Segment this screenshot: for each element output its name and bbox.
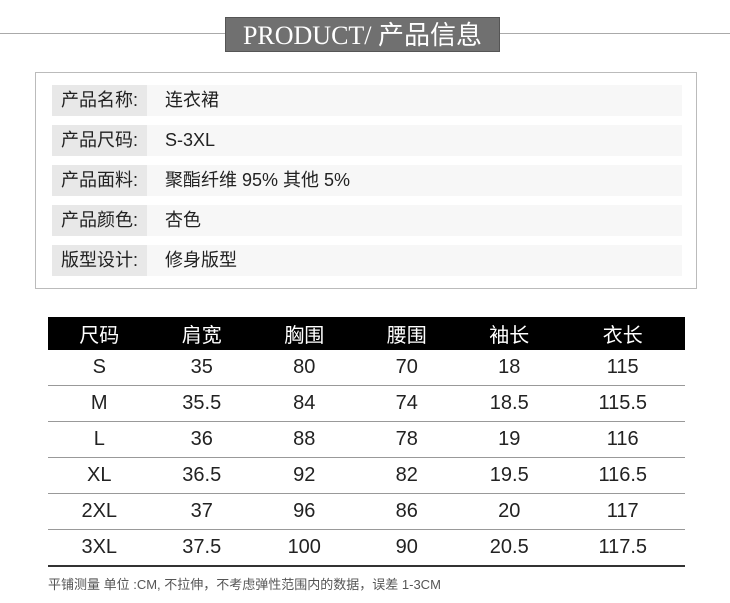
table-cell: 20 [458,493,561,530]
table-cell: 92 [253,457,356,494]
table-cell: 35.5 [150,385,253,422]
table-row: 3XL 37.5 100 90 20.5 117.5 [48,529,685,567]
measurement-note: 平铺测量 单位 :CM, 不拉伸，不考虑弹性范围内的数据，误差 1-3CM [48,577,441,592]
table-cell: 37 [150,493,253,530]
table-cell: 35 [150,350,253,386]
table-cell: 18 [458,350,561,386]
info-label: 产品尺码: [52,125,147,156]
table-cell: 20.5 [458,529,561,567]
info-value: 连衣裙 [165,90,219,110]
info-row: 产品颜色: 杏色 [52,205,682,236]
table-cell: 96 [253,493,356,530]
table-cell: 90 [355,529,458,567]
section-title: PRODUCT/ 产品信息 [225,17,500,52]
column-header: 胸围 [253,317,356,350]
table-cell: L [48,421,151,458]
table-row: S 35 80 70 18 115 [48,350,685,386]
table-row: 2XL 37 96 86 20 117 [48,493,685,530]
table-cell: XL [48,457,151,494]
table-cell: 80 [253,350,356,386]
column-header: 腰围 [355,317,458,350]
table-cell: M [48,385,151,422]
info-value: 杏色 [165,210,201,230]
table-cell: 70 [355,350,458,386]
info-value: 聚酯纤维 95% 其他 5% [165,170,351,190]
info-row: 产品尺码: S-3XL [52,125,682,156]
table-cell: 19 [458,421,561,458]
table-cell: 115.5 [560,385,685,422]
table-cell: 116.5 [560,457,685,494]
info-label: 产品名称: [52,85,147,116]
table-cell: 2XL [48,493,151,530]
table-cell: S [48,350,151,386]
info-row: 产品名称: 连衣裙 [52,85,682,116]
table-cell: 88 [253,421,356,458]
column-header: 袖长 [458,317,561,350]
product-info-box: 产品名称: 连衣裙 产品尺码: S-3XL 产品面料: 聚酯纤维 95% 其他 5% 产品颜… [35,72,697,289]
table-cell: 36.5 [150,457,253,494]
table-row: M 35.5 84 74 18.5 115.5 [48,385,685,422]
info-label: 版型设计: [52,245,147,276]
table-cell: 86 [355,493,458,530]
table-cell: 37.5 [150,529,253,567]
table-cell: 36 [150,421,253,458]
table-cell: 117.5 [560,529,685,567]
table-cell: 100 [253,529,356,567]
table-cell: 3XL [48,529,151,567]
table-cell: 84 [253,385,356,422]
table-cell: 18.5 [458,385,561,422]
column-header: 肩宽 [150,317,253,350]
table-cell: 117 [560,493,685,530]
table-cell: 115 [560,350,685,386]
table-cell: 82 [355,457,458,494]
table-cell: 78 [355,421,458,458]
table-row: L 36 88 78 19 116 [48,421,685,458]
table-cell: 74 [355,385,458,422]
info-row: 版型设计: 修身版型 [52,245,682,276]
info-value: S-3XL [165,130,216,150]
table-cell: 19.5 [458,457,561,494]
table-row: XL 36.5 92 82 19.5 116.5 [48,457,685,494]
info-label: 产品面料: [52,165,147,196]
column-header: 尺码 [48,317,151,350]
info-row: 产品面料: 聚酯纤维 95% 其他 5% [52,165,682,196]
table-cell: 116 [560,421,685,458]
info-value: 修身版型 [165,250,237,270]
info-label: 产品颜色: [52,205,147,236]
column-header: 衣长 [560,317,685,350]
size-table: 尺码 肩宽 胸围 腰围 袖长 衣长 S 35 80 70 18 115 M 35.5 84 74 18.5 115… [48,317,685,567]
